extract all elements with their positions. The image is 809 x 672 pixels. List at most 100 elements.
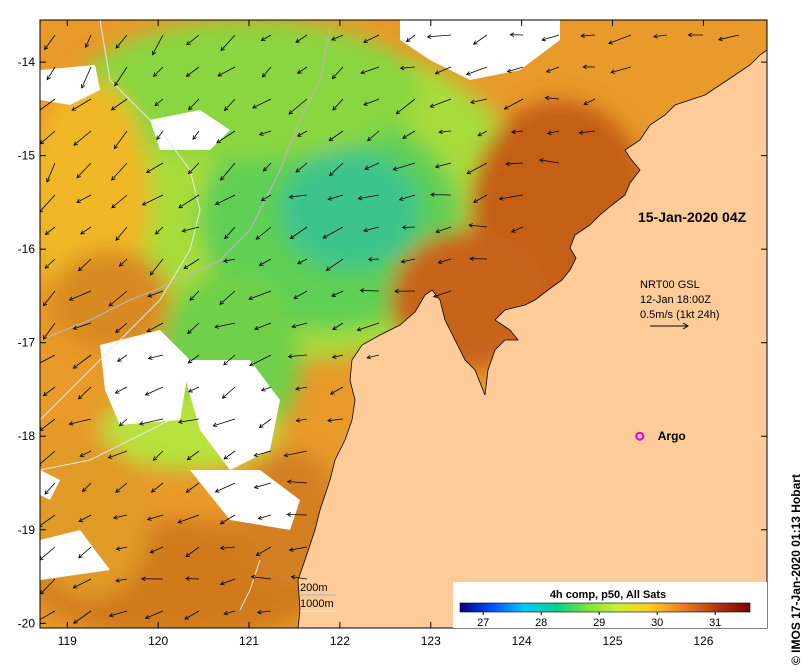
current-arrow (259, 130, 272, 136)
current-arrow-head (185, 72, 191, 77)
current-arrow (188, 386, 200, 393)
current-arrow-head (76, 198, 81, 203)
current-arrow (187, 322, 200, 334)
current-arrow-head (147, 355, 153, 360)
current-arrow-head (357, 195, 363, 201)
current-arrow-head (44, 45, 49, 51)
current-arrow (186, 66, 200, 77)
current-arrow (78, 514, 92, 522)
current-arrow-head (472, 40, 478, 45)
current-arrow-head (503, 105, 509, 110)
current-arrow (499, 194, 524, 200)
current-arrow-head (260, 387, 266, 392)
current-arrow (115, 578, 128, 582)
cloud-gaps (40, 20, 560, 580)
current-arrow-head (192, 135, 197, 141)
lat-tick-label: -17 (18, 336, 36, 350)
current-arrow-head (363, 101, 368, 106)
current-arrow (40, 514, 56, 527)
current-arrow-head (115, 236, 120, 242)
current-arrow (115, 482, 128, 493)
current-arrow (215, 482, 236, 493)
current-arrow-head (322, 234, 328, 239)
current-arrow-head (498, 196, 504, 201)
current-arrow (115, 34, 128, 49)
current-arrow (216, 130, 236, 144)
current-arrow (40, 610, 56, 621)
current-arrow-head (141, 201, 147, 206)
current-arrow (223, 354, 236, 366)
current-arrow-head (329, 390, 335, 395)
current-arrow-head (261, 72, 267, 78)
current-arrow-head (73, 619, 78, 624)
current-arrow (433, 290, 452, 298)
current-arrow (111, 162, 128, 181)
lon-tick-label: 125 (602, 634, 622, 648)
date-label: 15-Jan-2020 04Z (638, 209, 747, 225)
current-arrow-head (258, 131, 264, 136)
current-arrow-head (288, 547, 294, 552)
current-arrow-head (145, 168, 151, 173)
current-arrow-head (118, 421, 124, 427)
current-arrow-head (115, 328, 120, 334)
current-arrow (44, 258, 56, 269)
current-arrow-head (283, 452, 289, 458)
current-arrow (248, 290, 272, 300)
current-arrow-head (541, 36, 547, 42)
current-arrow (331, 34, 344, 41)
current-arrow-head (473, 198, 478, 203)
current-arrow-head (295, 38, 300, 43)
current-arrow-head (40, 556, 44, 561)
current-arrow-head (177, 419, 183, 424)
current-arrow (608, 34, 632, 44)
current-arrow-head (156, 135, 161, 141)
current-arrow (147, 322, 164, 332)
current-arrow-head (332, 325, 337, 330)
current-arrow-head (258, 261, 264, 266)
current-arrow (477, 130, 488, 137)
current-arrow-head (256, 609, 262, 615)
current-arrow (358, 194, 380, 199)
current-arrow-head (107, 454, 113, 459)
current-arrow (85, 34, 92, 48)
bathymetry-legend: 200m 1000m (300, 582, 336, 612)
current-arrow-head (359, 288, 365, 293)
current-arrow-head (426, 34, 432, 39)
current-arrow-head (140, 576, 146, 582)
current-arrow (297, 66, 308, 74)
current-arrow (108, 290, 128, 307)
current-arrow (393, 162, 416, 171)
current-arrow (252, 98, 272, 109)
current-arrow-head (331, 354, 337, 359)
current-arrow-head (546, 130, 552, 136)
current-arrow (185, 546, 200, 558)
current-arrow-head (223, 106, 229, 112)
current-arrow (155, 226, 164, 235)
current-arrow-head (42, 391, 48, 397)
current-arrow (469, 224, 488, 228)
current-arrow-head (327, 196, 333, 201)
current-arrow (539, 159, 560, 164)
current-arrow (115, 322, 128, 333)
current-arrow (220, 514, 236, 525)
current-arrow (220, 162, 236, 181)
current-arrow (69, 418, 92, 425)
current-arrow-head (76, 173, 81, 179)
current-arrow (322, 226, 344, 239)
current-arrow-head (42, 301, 48, 307)
current-arrow (288, 354, 308, 358)
current-arrow-head (223, 610, 229, 616)
current-arrow-head (401, 225, 407, 230)
current-arrow (150, 546, 164, 553)
current-arrow (219, 290, 236, 305)
current-arrow-head (394, 288, 399, 294)
current-arrow-head (468, 223, 473, 228)
current-arrow (287, 481, 308, 484)
current-arrow (44, 34, 56, 50)
currents-legend-time: 12-Jan 18:00Z (640, 294, 711, 306)
current-arrow-head (117, 357, 122, 362)
current-arrow (291, 576, 308, 580)
current-arrow (116, 546, 128, 550)
lat-tick-label: -15 (18, 149, 36, 163)
current-arrow (73, 610, 92, 624)
